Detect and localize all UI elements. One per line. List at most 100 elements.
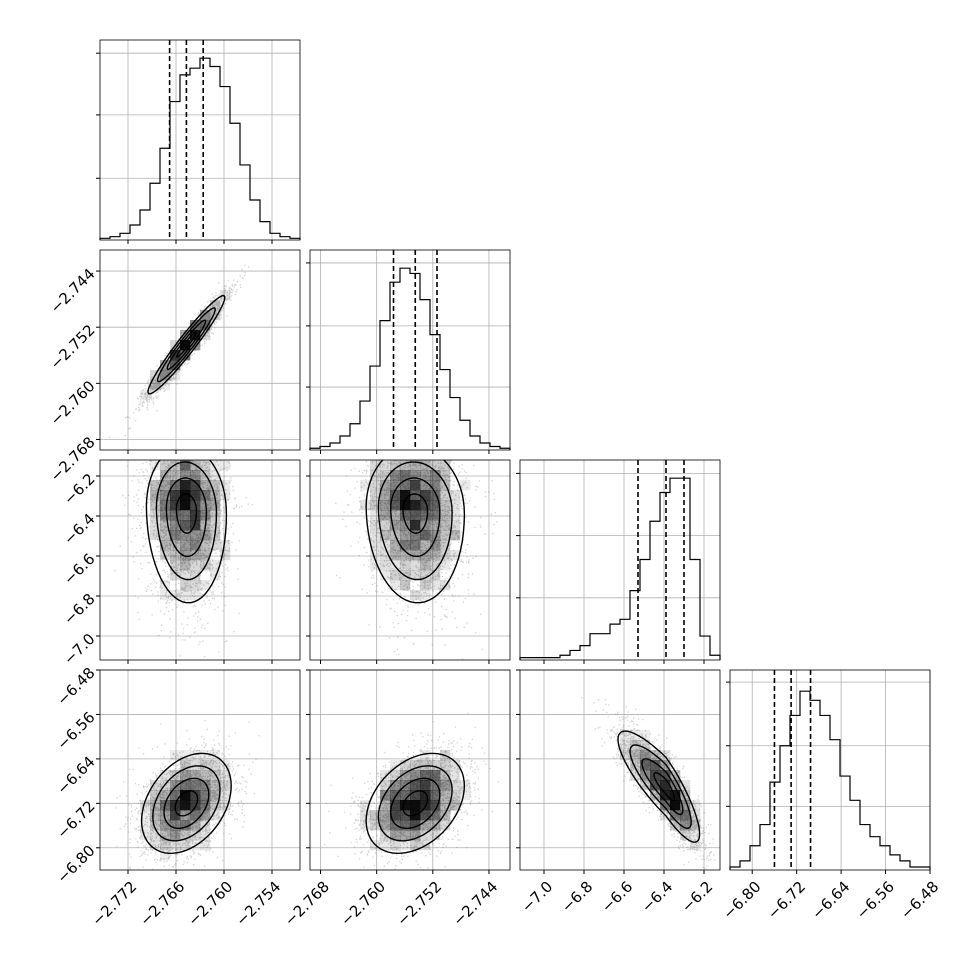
density-cell: [170, 360, 181, 371]
density-cell: [190, 830, 201, 841]
density-cell: [170, 540, 181, 551]
density-cell: [160, 500, 171, 511]
density-cell: [370, 500, 381, 511]
density-cell: [670, 770, 681, 781]
density-cell: [170, 490, 181, 501]
density-cell: [660, 760, 671, 771]
density-cell: [440, 510, 451, 521]
density-cell: [400, 580, 411, 591]
density-cell: [180, 540, 191, 551]
density-cell: [420, 490, 431, 501]
density-cell: [450, 760, 461, 771]
density-cell: [200, 530, 211, 541]
density-cell: [440, 770, 451, 781]
contour-line: [147, 294, 226, 395]
density-cell: [670, 780, 681, 791]
density-cell: [410, 830, 421, 841]
density-cell: [370, 510, 381, 521]
density-cell: [190, 540, 201, 551]
density-cell: [420, 820, 431, 831]
density-cell: [180, 460, 191, 471]
density-cell: [210, 560, 221, 571]
density-cell: [170, 840, 181, 851]
density-cell: [170, 530, 181, 541]
scatter-points: [114, 460, 253, 658]
density-cell: [440, 780, 451, 791]
contour-line: [140, 752, 232, 855]
density-cell: [430, 550, 441, 561]
density-cell: [390, 570, 401, 581]
density-cell: [190, 480, 201, 491]
density-cell: [430, 830, 441, 841]
density-cell: [140, 810, 151, 821]
density-cell: [200, 580, 211, 591]
density-cell: [690, 840, 701, 851]
y-tick-label: −6.80: [53, 842, 98, 887]
contour-line: [155, 461, 218, 581]
y-tick-label: −6.6: [60, 550, 98, 588]
density-cell: [460, 780, 471, 791]
contour-line: [641, 758, 684, 816]
density-cell: [650, 780, 661, 791]
density-cell: [210, 480, 221, 491]
density-cell: [210, 460, 221, 471]
panel-content: [324, 712, 499, 870]
density-cell: [220, 550, 231, 561]
density-cell: [370, 490, 381, 501]
density-cell: [410, 590, 421, 601]
density-cell: [410, 520, 421, 531]
density-cell: [150, 800, 161, 811]
density-cell: [380, 550, 391, 561]
density-cell: [410, 500, 421, 511]
contour-line: [163, 777, 210, 829]
density-cell: [210, 490, 221, 501]
density-cell: [430, 760, 441, 771]
density-cell: [160, 840, 171, 851]
density-cell: [370, 560, 381, 571]
density-cell: [430, 570, 441, 581]
density-cell: [390, 480, 401, 491]
panel-frame: [309, 249, 511, 451]
density-cell: [190, 750, 201, 761]
density-cell: [410, 790, 421, 801]
panel-background: [310, 250, 510, 450]
density-cell: [400, 560, 411, 571]
density-cell: [190, 550, 201, 561]
density-cell: [450, 780, 461, 791]
density-cell: [420, 780, 431, 791]
density-cell: [160, 370, 171, 381]
density-cell: [390, 800, 401, 811]
density-cell: [200, 750, 211, 761]
density-cell: [450, 500, 461, 511]
density-cell: [210, 300, 221, 311]
density-cell: [380, 800, 391, 811]
density-cell: [400, 550, 411, 561]
density-cell: [210, 540, 221, 551]
density-cell: [660, 780, 671, 791]
panel-background: [730, 670, 930, 870]
density-cell: [360, 500, 371, 511]
density-cell: [160, 460, 171, 471]
density-cell: [220, 460, 231, 471]
density-cell: [160, 520, 171, 531]
contour-line: [617, 730, 701, 843]
density-cell: [380, 460, 391, 471]
density-cell: [640, 740, 651, 751]
density-cell: [380, 470, 391, 481]
density-cell: [450, 550, 461, 561]
density-cell: [170, 570, 181, 581]
density-cell: [210, 470, 221, 481]
density-cell: [680, 780, 691, 791]
density-cell: [380, 490, 391, 501]
y-tick-label: −6.56: [53, 708, 98, 753]
density-cell: [410, 570, 421, 581]
density-cell: [410, 470, 421, 481]
density-cell: [380, 480, 391, 491]
density-cell: [380, 530, 391, 541]
x-tick-label: −2.760: [184, 878, 236, 930]
density-cell: [440, 520, 451, 531]
density-cell: [180, 520, 191, 531]
density-cell: [400, 760, 411, 771]
density-cell: [190, 510, 201, 521]
density-cell: [180, 590, 191, 601]
